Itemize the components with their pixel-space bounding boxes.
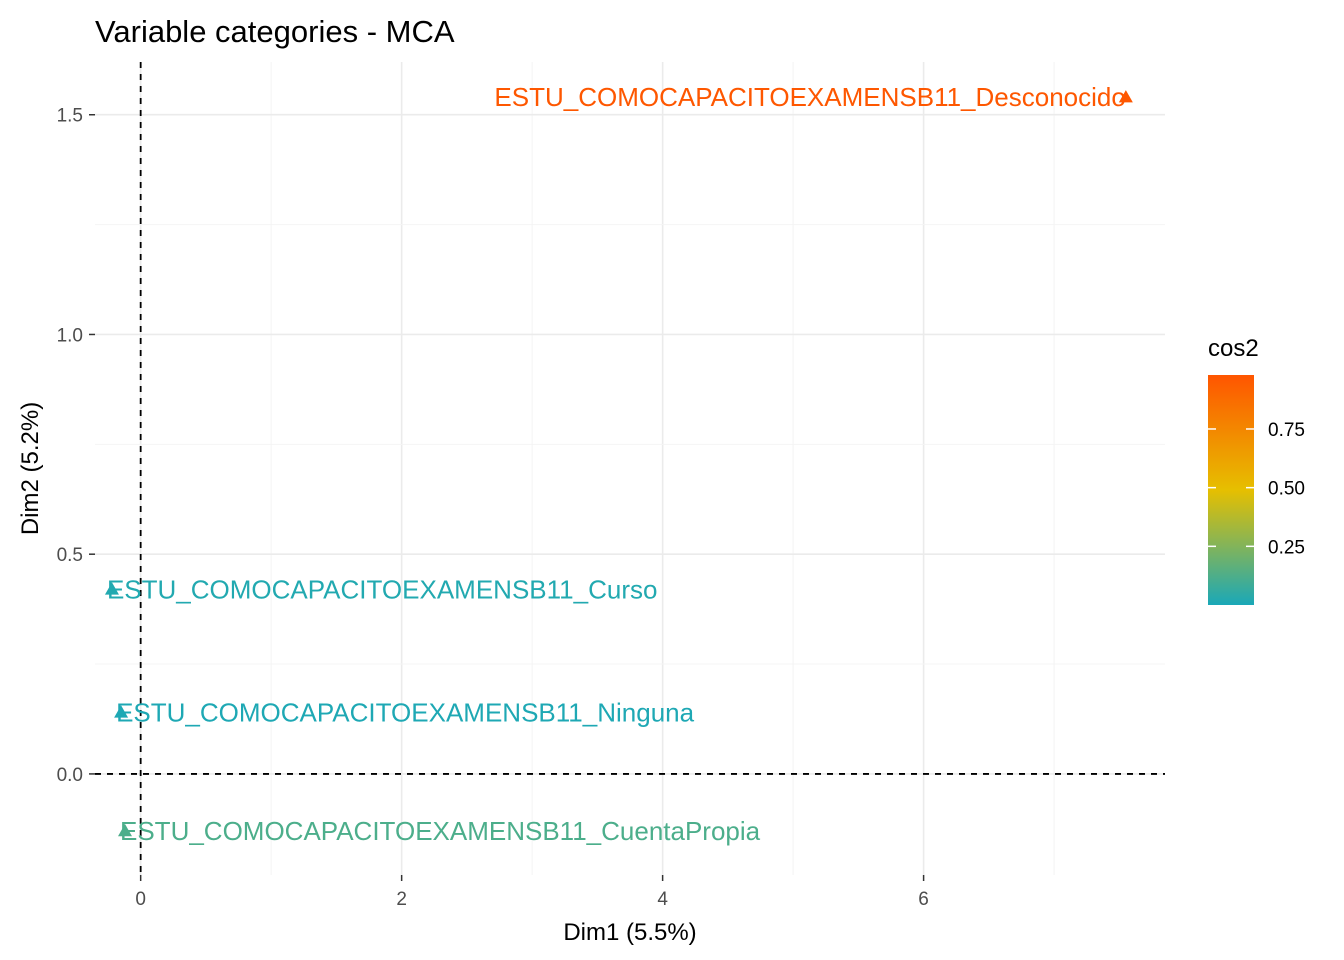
legend-tick-label: 0.25 <box>1268 537 1305 558</box>
y-tick-label: 0.5 <box>57 545 83 566</box>
y-tick-label: 1.5 <box>57 106 83 127</box>
x-tick-label: 6 <box>918 889 929 910</box>
point-marker <box>104 582 119 595</box>
point-label: ESTU_COMOCAPACITOEXAMENSB11_Desconocido <box>494 82 1125 112</box>
legend-ticks: 0.25 0.50 0.75 <box>1208 420 1305 558</box>
point-label: ESTU_COMOCAPACITOEXAMENSB11_CuentaPropia <box>120 816 761 846</box>
x-axis-label: Dim1 (5.5%) <box>563 919 696 946</box>
x-axis-ticks: 0 2 4 6 <box>135 875 929 910</box>
point-marker <box>118 824 133 837</box>
point-marker <box>114 705 129 718</box>
legend-tick-label: 0.75 <box>1268 420 1305 441</box>
points: ESTU_COMOCAPACITOEXAMENSB11_Desconocido E… <box>104 82 1133 846</box>
legend-title: cos2 <box>1208 335 1259 362</box>
grid <box>95 62 1165 875</box>
y-tick-label: 1.0 <box>57 325 83 346</box>
x-tick-label: 0 <box>135 889 146 910</box>
point-marker <box>1118 90 1133 103</box>
y-tick-label: 0.0 <box>57 765 83 786</box>
point-label: ESTU_COMOCAPACITOEXAMENSB11_Ninguna <box>116 697 695 727</box>
x-tick-label: 4 <box>657 889 668 910</box>
x-tick-label: 2 <box>396 889 407 910</box>
legend-tick-label: 0.50 <box>1268 479 1305 500</box>
y-axis-ticks: 0.0 0.5 1.0 1.5 <box>57 106 95 786</box>
color-legend: cos2 0.25 0.50 0.75 <box>1208 335 1305 605</box>
legend-colorbar <box>1208 375 1254 605</box>
y-axis-label: Dim2 (5.2%) <box>17 402 44 535</box>
reference-lines <box>95 62 1165 875</box>
chart-title: Variable categories - MCA <box>95 14 455 49</box>
point-label: ESTU_COMOCAPACITOEXAMENSB11_Curso <box>107 574 657 604</box>
